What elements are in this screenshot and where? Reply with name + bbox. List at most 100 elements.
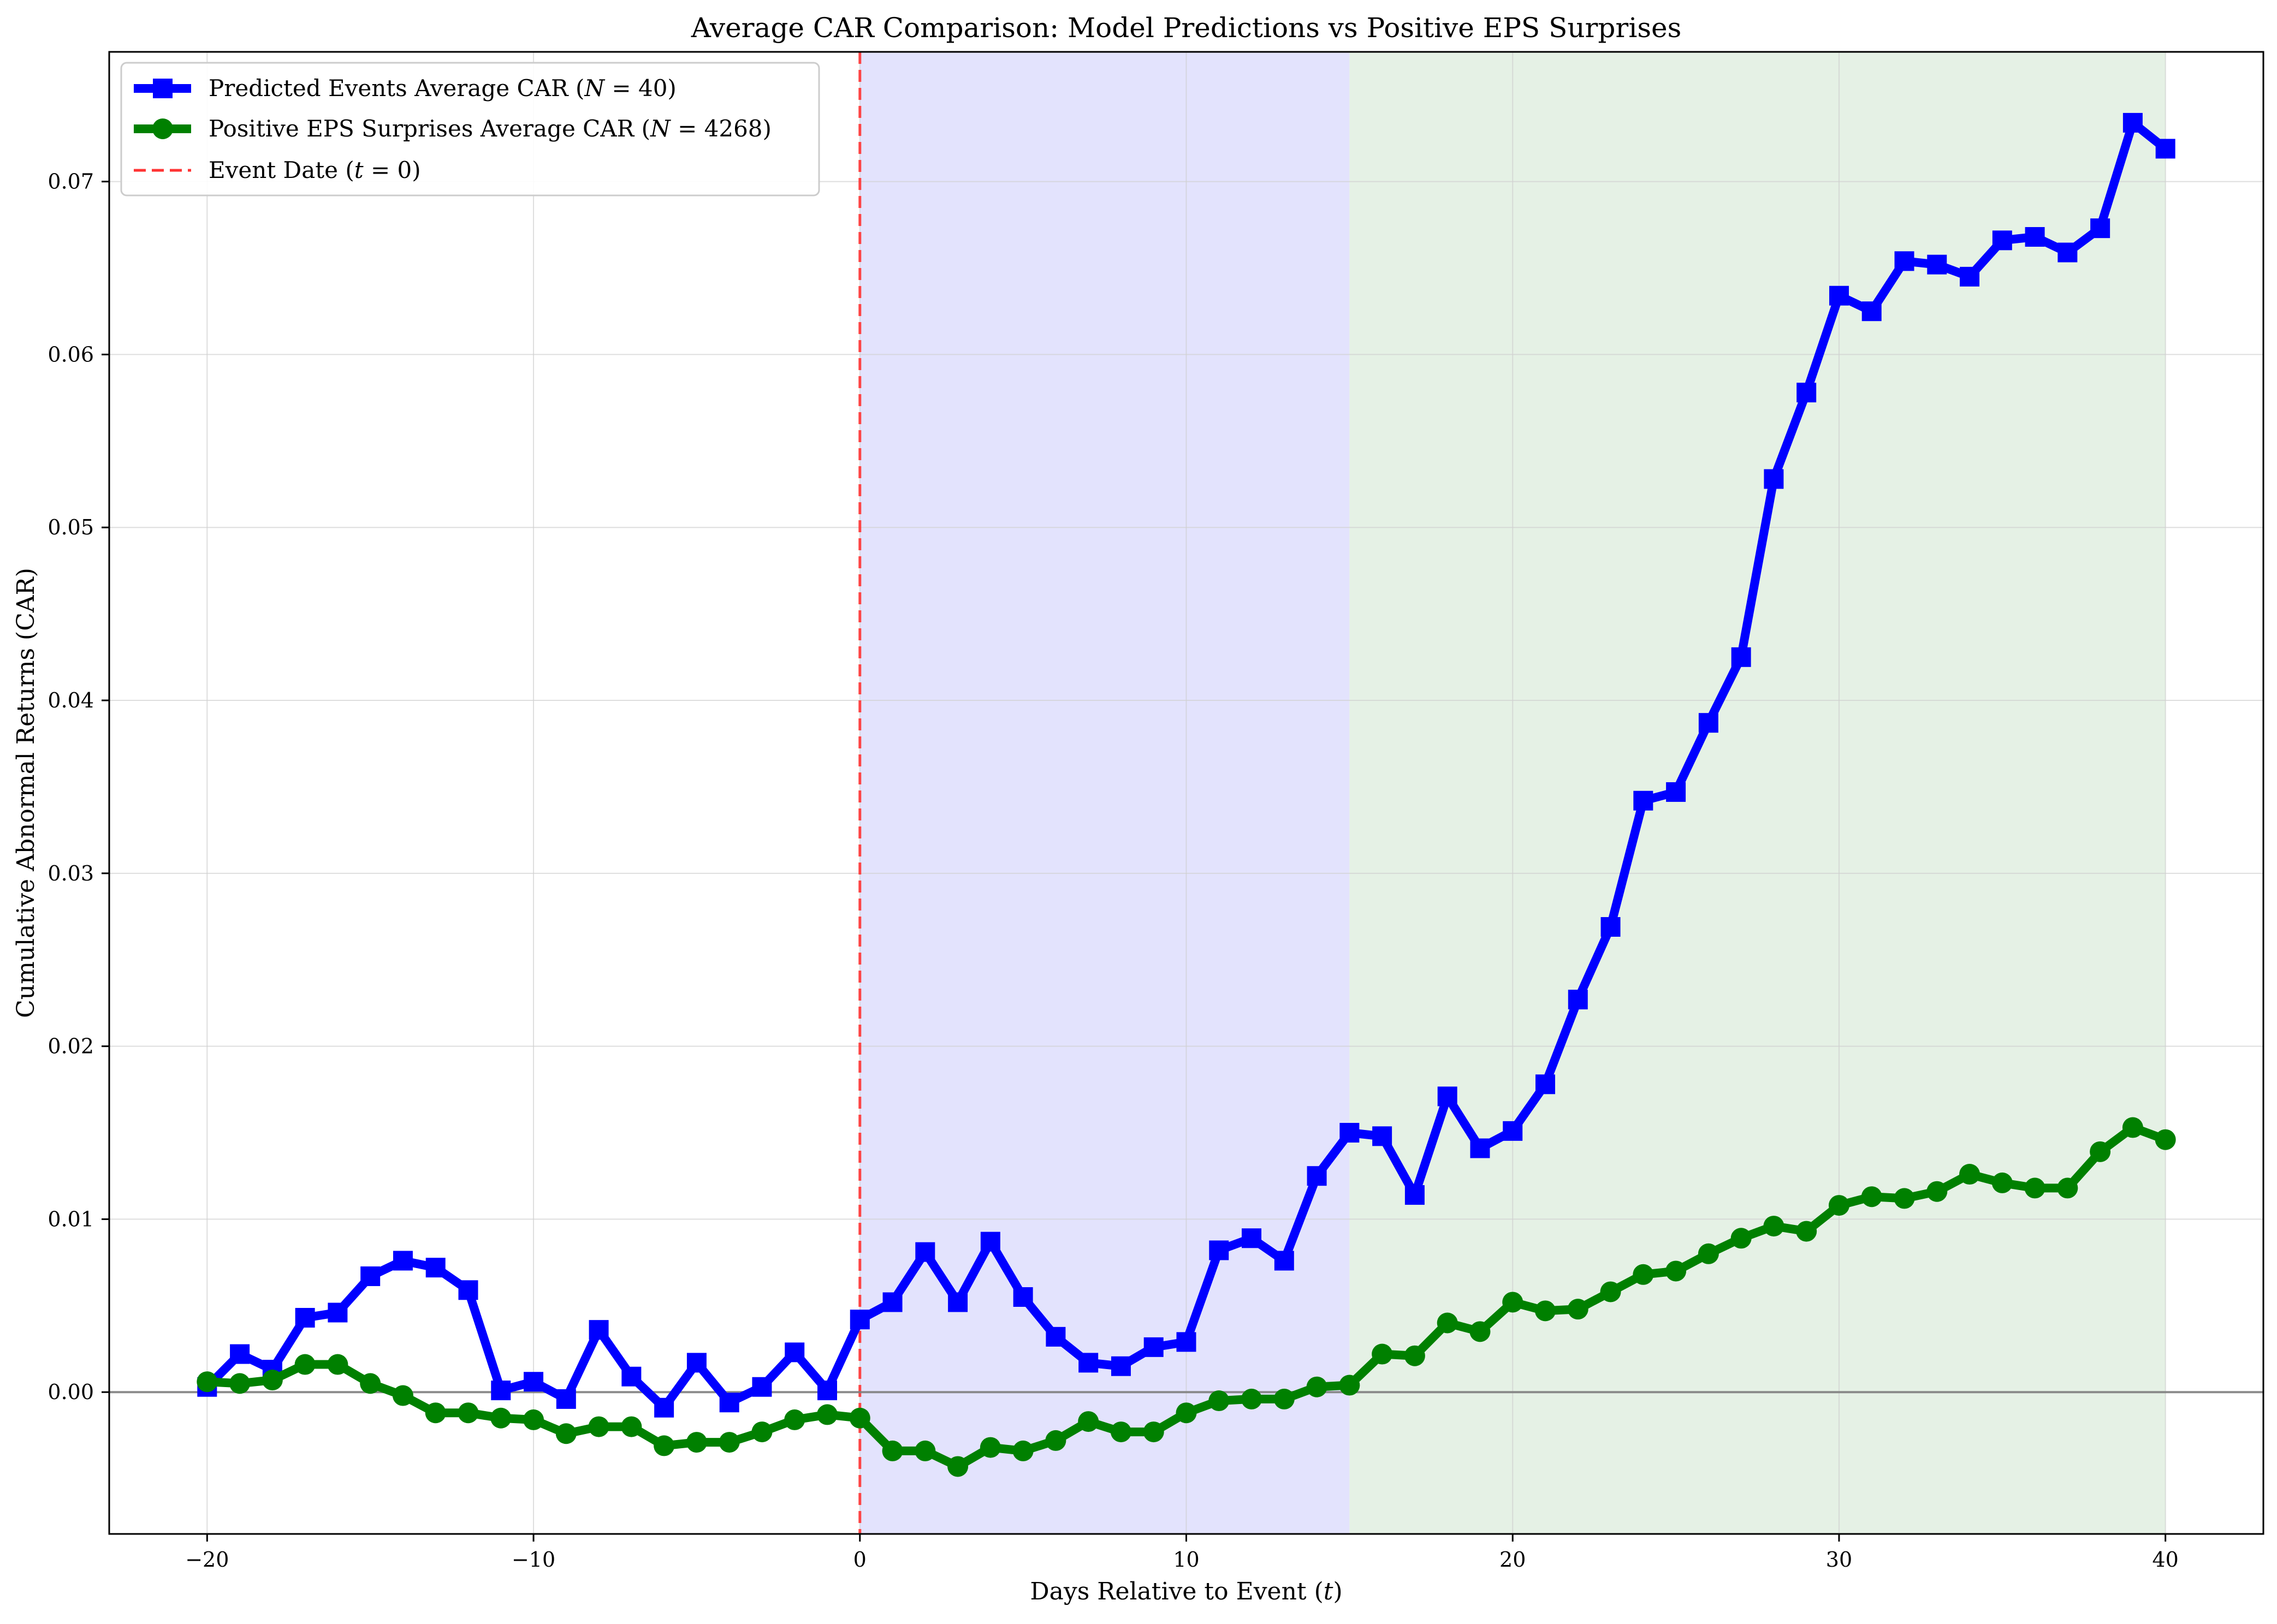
data-point-s0-8 — [458, 1280, 478, 1300]
data-point-s0-4 — [328, 1302, 348, 1323]
data-point-s1-39 — [1469, 1321, 1491, 1342]
data-point-s1-50 — [1828, 1195, 1849, 1216]
y-tick-label-4: 0.04 — [48, 688, 94, 712]
series-0 — [197, 112, 2175, 1418]
data-point-s0-18 — [785, 1342, 805, 1363]
data-point-s1-19 — [817, 1404, 838, 1425]
y-tick-label-0: 0.00 — [48, 1380, 94, 1404]
x-tick-label-0: −20 — [185, 1548, 229, 1572]
x-tick-label-5: 30 — [1826, 1548, 1852, 1572]
data-point-s0-13 — [621, 1366, 642, 1387]
data-point-s1-24 — [980, 1437, 1001, 1458]
shaded-region-1 — [1349, 52, 2166, 1534]
data-point-s1-56 — [2024, 1177, 2045, 1199]
data-point-s0-11 — [556, 1389, 576, 1409]
data-point-s1-1 — [229, 1373, 251, 1394]
series-1 — [197, 1117, 2176, 1477]
data-point-s0-44 — [1633, 790, 1653, 811]
data-point-s0-29 — [1143, 1337, 1164, 1357]
data-point-s1-46 — [1698, 1243, 1719, 1264]
data-point-s1-3 — [294, 1354, 316, 1375]
data-point-s1-45 — [1665, 1260, 1687, 1282]
data-point-s0-1 — [230, 1344, 250, 1364]
data-point-s1-35 — [1339, 1375, 1360, 1396]
data-point-s1-40 — [1502, 1292, 1523, 1313]
data-point-s0-55 — [1992, 230, 2012, 251]
data-point-s0-27 — [1078, 1353, 1099, 1373]
data-point-s1-42 — [1567, 1299, 1588, 1320]
data-point-s1-59 — [2122, 1117, 2143, 1138]
data-point-s0-21 — [882, 1292, 903, 1312]
data-point-s1-20 — [849, 1407, 870, 1429]
legend-label-1: Positive EPS Surprises Average CAR (N = … — [209, 115, 772, 142]
data-point-s0-28 — [1111, 1356, 1131, 1376]
x-tick-label-6: 40 — [2153, 1548, 2179, 1572]
data-point-s1-15 — [686, 1432, 707, 1453]
data-point-s0-34 — [1307, 1166, 1327, 1186]
data-point-s1-43 — [1600, 1281, 1621, 1302]
data-point-s1-48 — [1763, 1216, 1784, 1237]
data-point-s0-51 — [1861, 301, 1882, 322]
data-point-s1-7 — [425, 1402, 446, 1424]
data-point-s1-10 — [523, 1409, 544, 1430]
data-point-s1-22 — [915, 1440, 936, 1461]
series-layer — [197, 112, 2176, 1477]
data-point-s0-50 — [1829, 285, 1849, 306]
data-point-s1-32 — [1241, 1388, 1262, 1409]
y-tick-label-2: 0.02 — [48, 1034, 94, 1058]
data-point-s0-25 — [1013, 1287, 1033, 1307]
data-point-s0-40 — [1503, 1121, 1523, 1141]
data-point-s1-47 — [1730, 1228, 1752, 1249]
data-point-s1-51 — [1861, 1186, 1882, 1207]
data-point-s1-17 — [751, 1421, 773, 1443]
data-point-s1-34 — [1306, 1376, 1327, 1397]
data-point-s0-58 — [2090, 218, 2110, 239]
legend-marker-0 — [153, 79, 173, 98]
data-point-s1-25 — [1012, 1440, 1034, 1461]
data-point-s0-33 — [1274, 1251, 1294, 1271]
data-point-s1-52 — [1894, 1188, 1915, 1209]
x-tick-label-1: −10 — [512, 1548, 555, 1572]
data-point-s1-0 — [197, 1371, 218, 1393]
data-point-s1-38 — [1437, 1312, 1458, 1334]
data-point-s0-41 — [1535, 1074, 1555, 1094]
data-point-s1-11 — [555, 1423, 577, 1444]
data-point-s0-35 — [1339, 1123, 1360, 1143]
y-tick-label-3: 0.03 — [48, 861, 94, 885]
data-point-s1-58 — [2090, 1141, 2111, 1162]
chart-title: Average CAR Comparison: Model Prediction… — [691, 12, 1682, 44]
data-point-s0-9 — [491, 1381, 511, 1401]
data-point-s0-59 — [2122, 112, 2143, 133]
data-point-s0-5 — [360, 1266, 381, 1286]
data-point-s0-12 — [589, 1320, 609, 1340]
data-point-s1-31 — [1208, 1390, 1230, 1412]
data-point-s1-36 — [1372, 1343, 1393, 1365]
data-point-s1-44 — [1633, 1264, 1654, 1285]
data-point-s0-30 — [1176, 1332, 1196, 1352]
data-point-s0-46 — [1698, 713, 1718, 733]
data-point-s1-55 — [1991, 1172, 2013, 1193]
shaded-regions — [859, 52, 2166, 1534]
data-point-s0-43 — [1600, 917, 1621, 937]
x-tick-label-2: 0 — [853, 1548, 867, 1572]
legend-label-2: Event Date (t = 0) — [209, 157, 421, 183]
legend-label-0: Predicted Events Average CAR (N = 40) — [209, 75, 677, 102]
data-point-s0-38 — [1437, 1086, 1457, 1107]
data-point-s1-13 — [621, 1416, 642, 1437]
legend-marker-1 — [152, 118, 173, 139]
data-point-s1-28 — [1110, 1421, 1131, 1443]
data-point-s1-12 — [588, 1416, 609, 1437]
data-point-s1-60 — [2155, 1129, 2176, 1150]
data-point-s1-33 — [1273, 1388, 1295, 1409]
axes: −20 −10 0 10 20 30 40 0.00 0.01 0.02 0.03 0.04 0.05 0… — [48, 170, 2178, 1572]
data-point-s1-27 — [1078, 1411, 1099, 1432]
legend-item-1: Positive EPS Surprises Average CAR (N = … — [134, 115, 772, 142]
legend-box — [120, 62, 820, 197]
data-point-s0-39 — [1470, 1138, 1490, 1158]
legend: Predicted Events Average CAR (N = 40) Pos… — [120, 62, 820, 197]
data-point-s1-49 — [1796, 1221, 1817, 1242]
data-point-s0-3 — [295, 1307, 315, 1328]
data-point-s1-16 — [719, 1432, 740, 1453]
data-point-s0-16 — [719, 1393, 739, 1413]
